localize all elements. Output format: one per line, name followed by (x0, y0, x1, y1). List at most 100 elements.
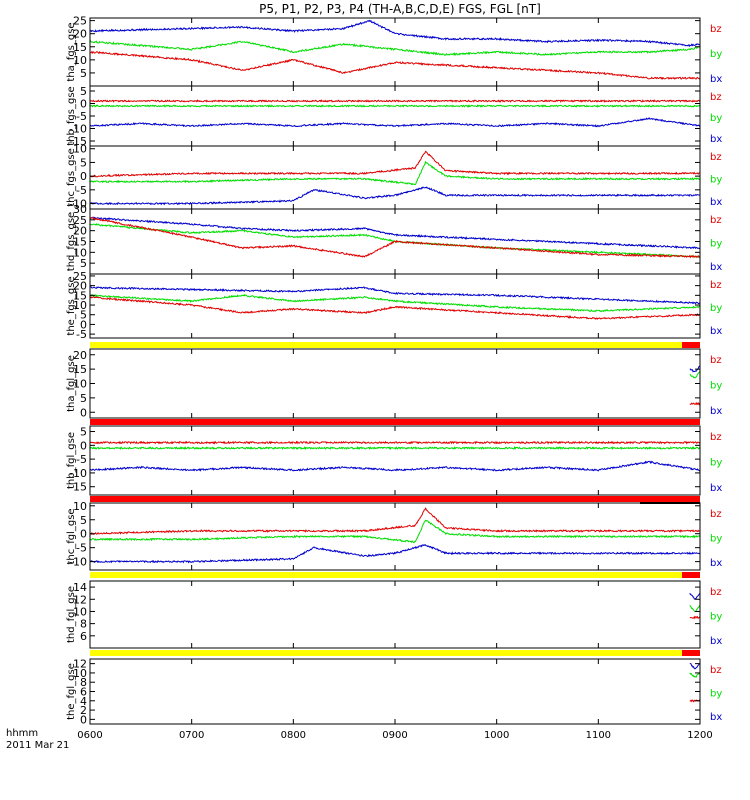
legend-bz: bz (710, 280, 722, 291)
y-tick-label: 5 (80, 67, 87, 80)
status-bar-segment (640, 502, 700, 504)
series-bz-line (90, 99, 700, 103)
status-bar-segment (682, 572, 700, 578)
status-bar-segment (682, 650, 700, 656)
x-tick-label: 1100 (586, 730, 611, 741)
panel-frame (89, 425, 701, 496)
legend-bx: bx (710, 74, 722, 85)
y-tick-label: 0 (80, 439, 87, 452)
panel-ylabel: the_fgl_gse (66, 663, 77, 720)
status-bar-segment (90, 496, 700, 502)
series-by-line (90, 222, 700, 259)
status-bar-segment (90, 650, 682, 656)
panel-traces (90, 99, 700, 128)
panel-ylabel: thc_fgs_gse (66, 148, 77, 207)
series-bx-line (90, 544, 700, 564)
series-bx-line (90, 286, 700, 305)
series-bx-line (90, 216, 700, 250)
panel-frame (89, 580, 701, 649)
y-tick-label: 25 (73, 214, 87, 227)
y-tick-label: 10 (73, 143, 87, 156)
series-bx-line (90, 186, 700, 206)
series-bz-line (90, 440, 700, 445)
y-tick-label: 30 (73, 203, 87, 216)
status-bar-segment (682, 342, 700, 348)
y-tick-label: -15 (69, 135, 87, 148)
series-by-line (90, 160, 700, 186)
y-tick-label: 20 (73, 28, 87, 41)
legend-bz: bz (710, 509, 722, 520)
legend-bz: bz (710, 152, 722, 163)
legend-bz: bz (710, 432, 722, 443)
legend-bx: bx (710, 558, 722, 569)
legend-bz: bz (710, 665, 722, 676)
y-tick-label: 6 (80, 630, 87, 643)
y-tick-label: 5 (80, 156, 87, 169)
xlabel-unit: hhmm (6, 728, 38, 739)
x-tick-label: 0700 (179, 730, 204, 741)
y-tick-label: 5 (80, 426, 87, 439)
chart-title: P5, P1, P2, P3, P4 (TH-A,B,C,D,E) FGS, F… (259, 2, 541, 16)
legend-by: by (710, 689, 722, 700)
legend-by: by (710, 381, 722, 392)
legend-by: by (710, 303, 722, 314)
panel-traces (90, 507, 700, 564)
y-tick-label: 0 (80, 406, 87, 419)
legend-by: by (710, 458, 722, 469)
panel-traces (90, 286, 700, 321)
legend-bx: bx (710, 134, 722, 145)
y-tick-label: 10 (73, 605, 87, 618)
xlabel-date: 2011 Mar 21 (6, 740, 69, 751)
x-tick-label: 0800 (281, 730, 306, 741)
panel-ylabel: thc_fgl_gse (66, 508, 77, 564)
status-bars (90, 342, 700, 656)
panel-ylabel: tha_fgs_gse (66, 22, 77, 81)
panel-frame (89, 85, 701, 147)
legend-by: by (710, 113, 722, 124)
x-tick-label: 1000 (484, 730, 509, 741)
y-tick-label: 4 (80, 695, 87, 708)
series-bx-line (90, 460, 700, 472)
time-axis: 0600 0700 0800 0900 1000 1100 1200 (77, 730, 712, 741)
y-tick-label: 15 (73, 289, 87, 302)
status-bar-segment (90, 572, 682, 578)
legend-bx: bx (710, 262, 722, 273)
y-tick-label: 15 (73, 41, 87, 54)
legend-bx: bx (710, 712, 722, 723)
panel-ylabel: tha_fgl_gse (66, 355, 77, 412)
y-tick-label: 20 (73, 225, 87, 238)
y-tick-label: 0 (80, 170, 87, 183)
series-by-line (689, 371, 700, 379)
panel-frame (89, 145, 701, 210)
series-by-line (689, 605, 700, 613)
series-bz-line (90, 216, 700, 259)
legend-by: by (710, 49, 722, 60)
legend-bz: bz (710, 587, 722, 598)
series-by-line (90, 446, 700, 451)
y-tick-label: -10 (69, 556, 87, 569)
y-tick-label: 20 (73, 280, 87, 293)
legend-bx: bx (710, 636, 722, 647)
series-by-line (90, 293, 700, 313)
panel-traces (90, 216, 700, 259)
legend-bz: bz (710, 355, 722, 366)
x-tick-label: 0600 (77, 730, 102, 741)
y-tick-label: 5 (80, 257, 87, 270)
y-tick-label: -5 (76, 328, 87, 341)
legend-bz: bz (710, 215, 722, 226)
legend-by: by (710, 534, 722, 545)
y-tick-label: 10 (73, 54, 87, 67)
legend-by: by (710, 239, 722, 250)
y-tick-label: 0 (80, 318, 87, 331)
legend-bx: bx (710, 483, 722, 494)
panel-traces (90, 440, 700, 472)
series-bx-line (689, 663, 700, 670)
y-tick-label: 15 (73, 363, 87, 376)
y-tick-label: 20 (73, 349, 87, 362)
